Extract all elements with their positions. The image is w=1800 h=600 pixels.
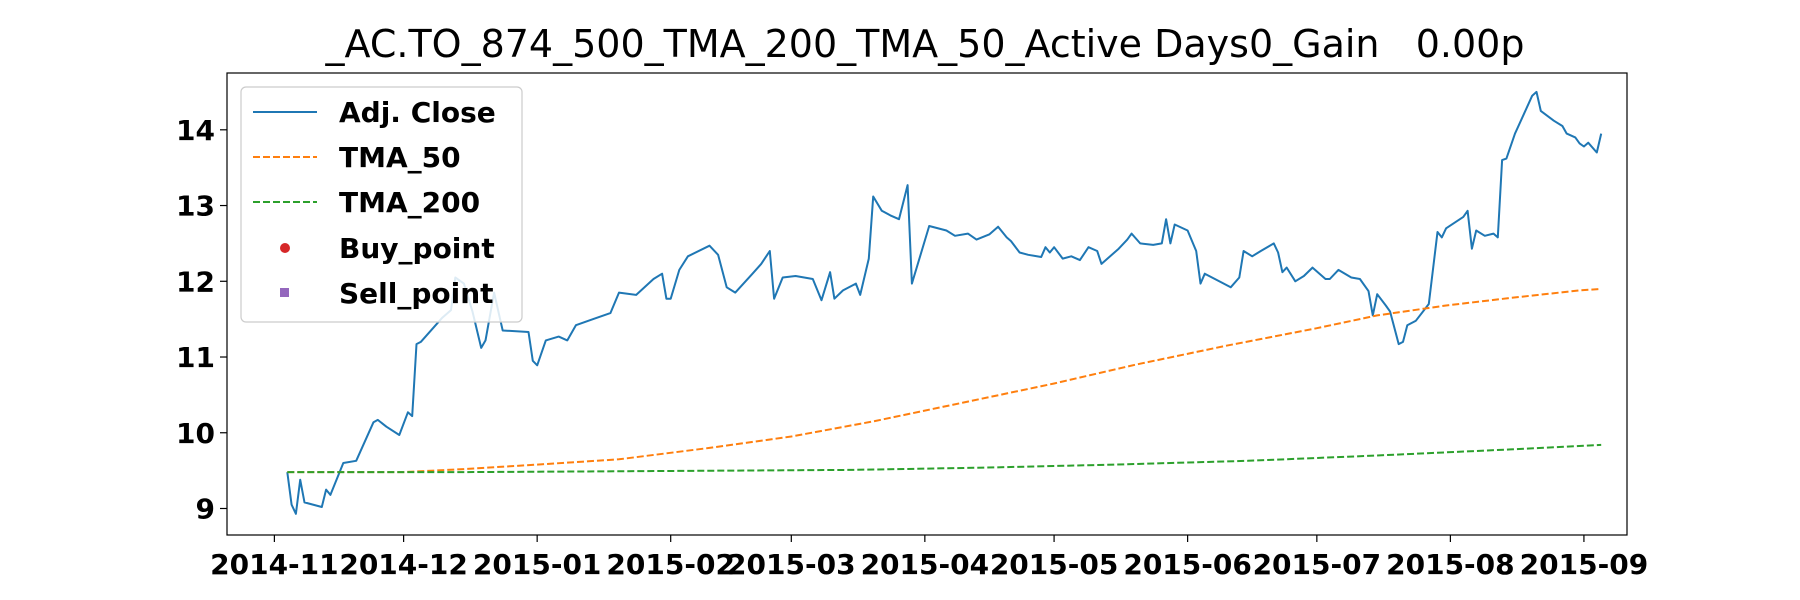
x-tick-label: 2015-08 — [1386, 548, 1515, 581]
legend-label-adj-close: Adj. Close — [339, 96, 496, 129]
legend: Adj. Close TMA_50 TMA_200 Buy_point Sell… — [240, 86, 523, 323]
series-line-tma-50 — [287, 287, 1602, 474]
series-line-adj-close — [286, 90, 1603, 515]
legend-label-tma-200: TMA_200 — [339, 186, 480, 219]
legend-label-tma-50: TMA_50 — [339, 141, 461, 174]
x-tick-label: 2014-11 — [210, 548, 339, 581]
y-tick-label: 14 — [176, 114, 215, 147]
x-tick-label: 2015-07 — [1253, 548, 1382, 581]
y-tick-label: 11 — [176, 341, 215, 374]
legend-label-buy-point: Buy_point — [339, 232, 495, 265]
x-tick-label: 2015-04 — [861, 548, 990, 581]
legend-box — [240, 86, 523, 323]
x-tick-label: 2015-06 — [1123, 548, 1252, 581]
x-tick-label: 2014-12 — [339, 548, 468, 581]
y-tick-label: 13 — [176, 190, 215, 223]
legend-marker-sell-point — [280, 288, 289, 297]
chart-title: _AC.TO_874_500_TMA_200_TMA_50_Active Day… — [325, 22, 1525, 66]
y-tick-label: 10 — [176, 417, 215, 450]
y-tick-label: 9 — [196, 492, 215, 525]
x-tick-label: 2015-09 — [1520, 548, 1649, 581]
x-tick-label: 2015-02 — [606, 548, 735, 581]
y-axis: 9 10 11 12 13 14 — [176, 114, 227, 525]
series-layer — [286, 90, 1603, 515]
legend-marker-buy-point — [280, 243, 290, 253]
x-tick-label: 2015-01 — [473, 548, 602, 581]
legend-label-sell-point: Sell_point — [339, 277, 494, 310]
x-tick-label: 2015-05 — [990, 548, 1119, 581]
y-tick-label: 12 — [176, 265, 215, 298]
series-line-tma-200 — [287, 443, 1602, 474]
x-tick-label: 2015-03 — [727, 548, 856, 581]
